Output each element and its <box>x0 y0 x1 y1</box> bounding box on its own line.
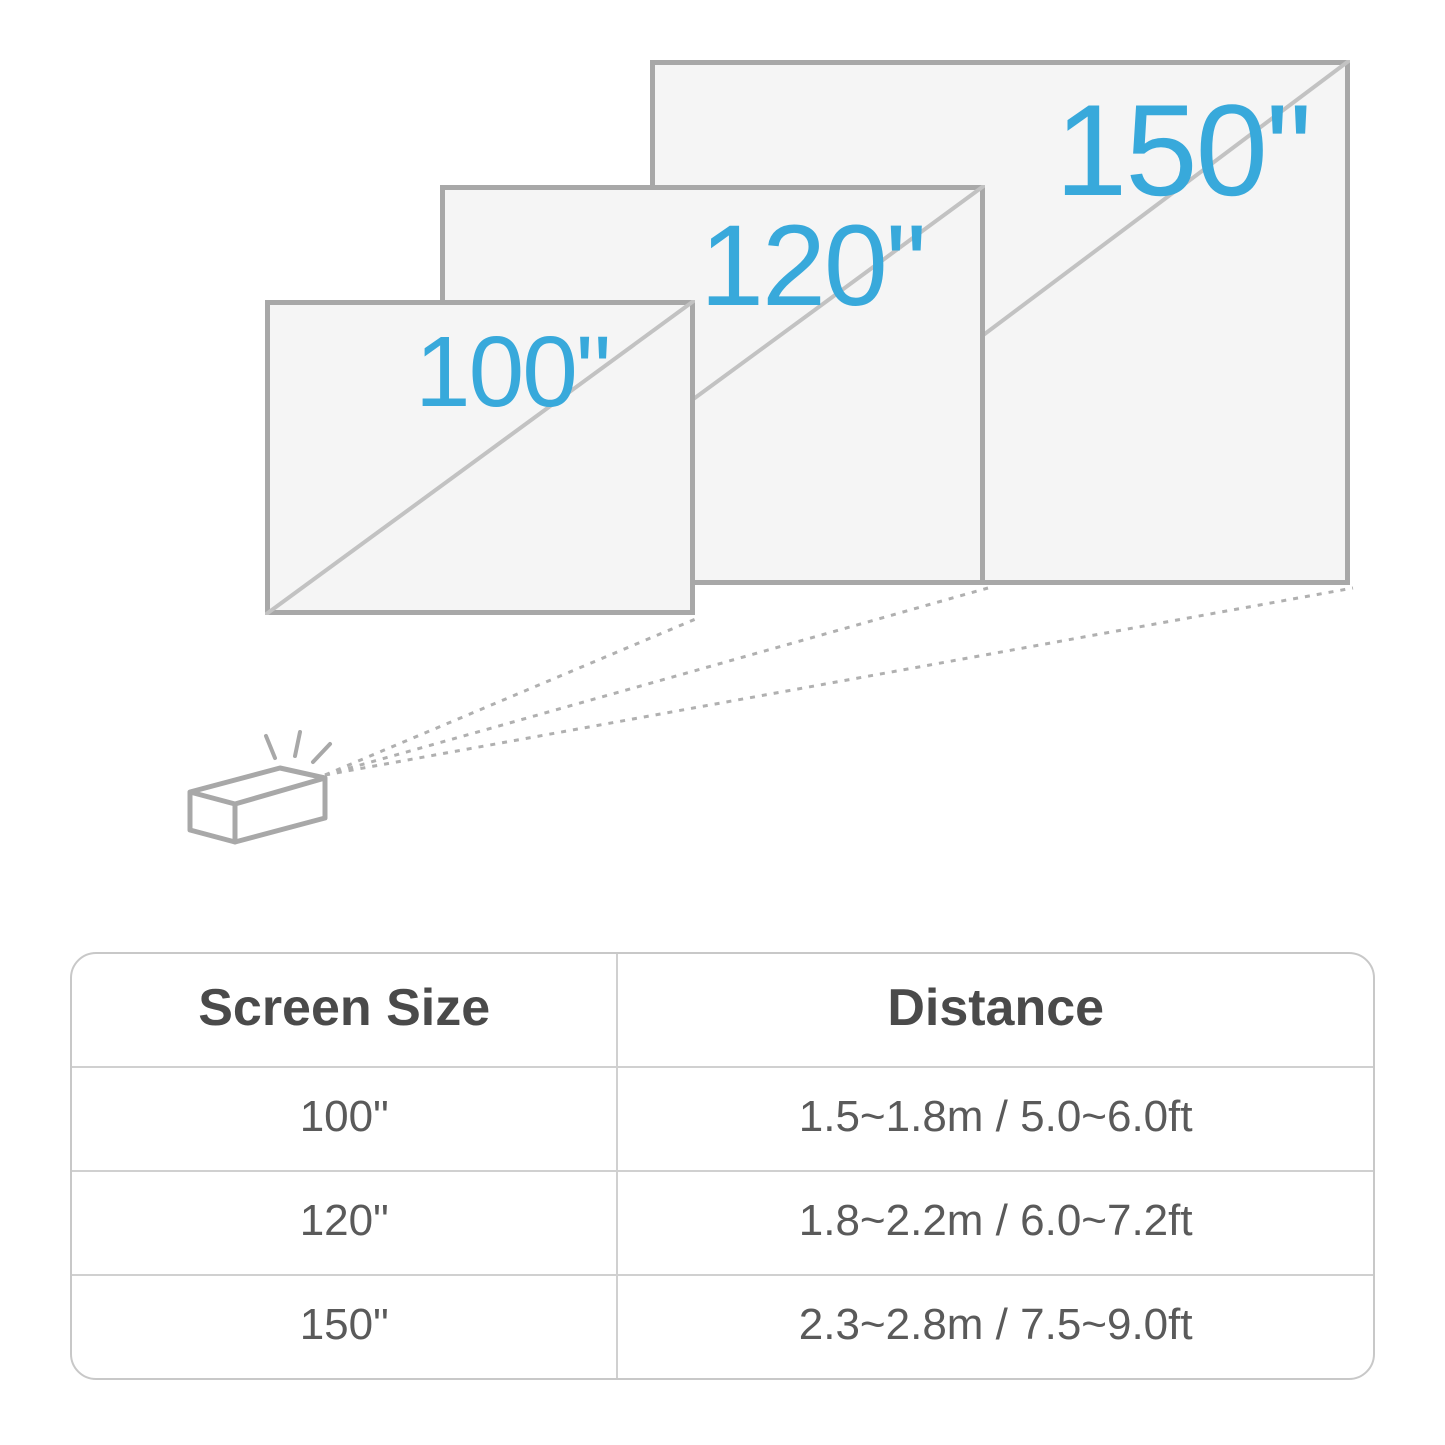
cell-size-120: 120" <box>72 1172 618 1274</box>
header-screen-size: Screen Size <box>72 954 618 1066</box>
cell-dist-150: 2.3~2.8m / 7.5~9.0ft <box>618 1276 1373 1378</box>
cell-size-150: 150" <box>72 1276 618 1378</box>
cell-dist-100: 1.5~1.8m / 5.0~6.0ft <box>618 1068 1373 1170</box>
table-row: 120" 1.8~2.2m / 6.0~7.2ft <box>72 1172 1373 1276</box>
table-row: 100" 1.5~1.8m / 5.0~6.0ft <box>72 1068 1373 1172</box>
diagram-area: 150" 120" 100" <box>80 40 1365 920</box>
table-header-row: Screen Size Distance <box>72 954 1373 1068</box>
projector-icon <box>180 730 345 860</box>
cell-dist-120: 1.8~2.2m / 6.0~7.2ft <box>618 1172 1373 1274</box>
header-distance: Distance <box>618 954 1373 1066</box>
distance-table: Screen Size Distance 100" 1.5~1.8m / 5.0… <box>70 952 1375 1380</box>
table-row: 150" 2.3~2.8m / 7.5~9.0ft <box>72 1276 1373 1378</box>
cell-size-100: 100" <box>72 1068 618 1170</box>
